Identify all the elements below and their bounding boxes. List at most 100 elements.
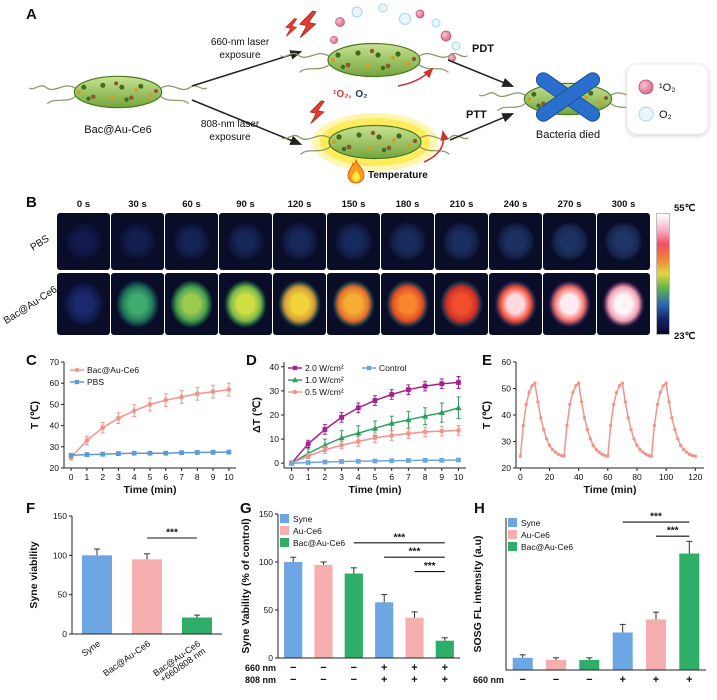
time-label: 270 s <box>557 199 582 210</box>
data-point <box>670 416 674 420</box>
data-point <box>579 400 584 404</box>
laser-sign: + <box>619 674 625 686</box>
laser-sign: + <box>411 674 417 686</box>
data-point <box>693 454 697 458</box>
data-point <box>339 459 344 464</box>
data-point <box>179 394 185 400</box>
bar <box>405 617 424 658</box>
laser-sign: + <box>686 674 692 686</box>
data-point <box>687 452 692 456</box>
singlet-oxygen-bubble <box>330 36 338 44</box>
bar <box>579 659 600 670</box>
x-tick-label: 0 <box>518 472 523 482</box>
bar <box>375 602 394 658</box>
x-tick-label: 9 <box>211 472 216 482</box>
arrow-ptt <box>449 113 515 141</box>
laser-sign: − <box>553 674 559 686</box>
x-tick-label: 100 <box>659 472 673 482</box>
x-tick-label: 6 <box>389 472 394 482</box>
x-tick-label: 5 <box>148 472 153 482</box>
oxygen-swatch <box>638 106 654 122</box>
x-tick-label: 9 <box>439 472 444 482</box>
data-point <box>305 441 311 447</box>
data-point <box>550 447 555 452</box>
legend-swatch <box>508 542 517 551</box>
panel-label-e: E <box>482 352 493 369</box>
bacteria-died-label: Bacteria died <box>536 129 600 141</box>
legend-label: 1.0 W/cm² <box>305 375 344 385</box>
data-point <box>388 420 395 426</box>
data-point <box>439 428 445 434</box>
thermal-frame <box>111 273 164 335</box>
bar <box>546 659 566 670</box>
singlet-oxygen-bubble <box>440 30 452 42</box>
laser-row-label: 808 nm <box>245 675 276 685</box>
data-point <box>681 447 686 452</box>
bar <box>679 553 700 670</box>
data-point <box>438 409 445 415</box>
data-point <box>568 402 572 407</box>
temperature-rise-arrow <box>423 129 449 163</box>
y-axis-label: T (℃) <box>481 401 493 429</box>
data-point <box>574 384 578 388</box>
legend-label: Bac@Au-Ce6 <box>521 542 573 552</box>
data-point <box>179 450 184 456</box>
legend-swatch <box>280 538 289 547</box>
data-point <box>68 452 74 458</box>
category-label: Syne <box>80 638 103 658</box>
data-point <box>355 458 361 464</box>
thermal-frame <box>165 213 218 270</box>
x-tick-label: 20 <box>545 472 555 482</box>
data-point <box>542 427 546 432</box>
laser-sign: + <box>381 674 387 686</box>
legend-swatch <box>280 514 289 523</box>
x-tick-label: 60 <box>603 472 613 482</box>
flame-icon <box>347 158 365 184</box>
laser-808-label-line2: exposure <box>209 132 251 143</box>
x-tick-label: 2 <box>100 472 105 482</box>
temperature-label: Temperature <box>368 170 428 181</box>
data-point <box>100 425 106 431</box>
y-tick-label: 40 <box>270 362 280 372</box>
chart-sosg-fl-intensity: SOSG FL intensity (a.u) 660 nm − − − + + + Syne A… <box>472 512 706 686</box>
data-point <box>406 387 411 393</box>
category-label: Bac@Au-Ce6 <box>101 638 152 678</box>
bar <box>612 632 633 670</box>
thermal-frame <box>543 273 596 335</box>
data-point <box>406 458 411 463</box>
data-point <box>620 381 625 385</box>
data-point <box>194 391 200 397</box>
bar <box>182 617 212 634</box>
legend-oxygen: O₂ <box>659 109 672 121</box>
panel-label-d: D <box>246 352 257 369</box>
data-point <box>338 434 345 441</box>
y-tick-label: 20 <box>270 410 280 420</box>
x-tick-label: 4 <box>132 472 137 482</box>
x-tick-label: 10 <box>454 472 464 482</box>
x-tick-label: 1 <box>306 472 311 482</box>
oxygen-bubble <box>431 18 441 28</box>
bacterium-ptt <box>281 124 469 160</box>
y-axis-label: Syne Vability (% of control) <box>240 518 252 653</box>
legend-label: Syne <box>293 514 313 524</box>
x-tick-label: 4 <box>356 472 361 482</box>
data-point <box>679 443 683 448</box>
data-point <box>629 427 633 432</box>
data-point <box>163 397 169 403</box>
time-label: 90 s <box>236 199 255 210</box>
data-point <box>684 450 689 454</box>
ros-release-arrow <box>397 67 434 87</box>
data-point <box>544 437 549 441</box>
thermal-frame <box>165 273 218 335</box>
data-point <box>322 447 328 453</box>
temperature-colorbar <box>656 213 670 335</box>
legend-swatch <box>508 530 517 539</box>
data-point <box>355 405 361 411</box>
ptt-label: PTT <box>466 109 487 121</box>
panel-label-a: A <box>26 6 37 23</box>
data-point <box>533 381 537 385</box>
bar <box>314 564 333 658</box>
oxygen-bubble <box>399 13 411 25</box>
x-axis-label: Time (min) <box>124 484 177 496</box>
panel-label-h: H <box>474 500 485 517</box>
